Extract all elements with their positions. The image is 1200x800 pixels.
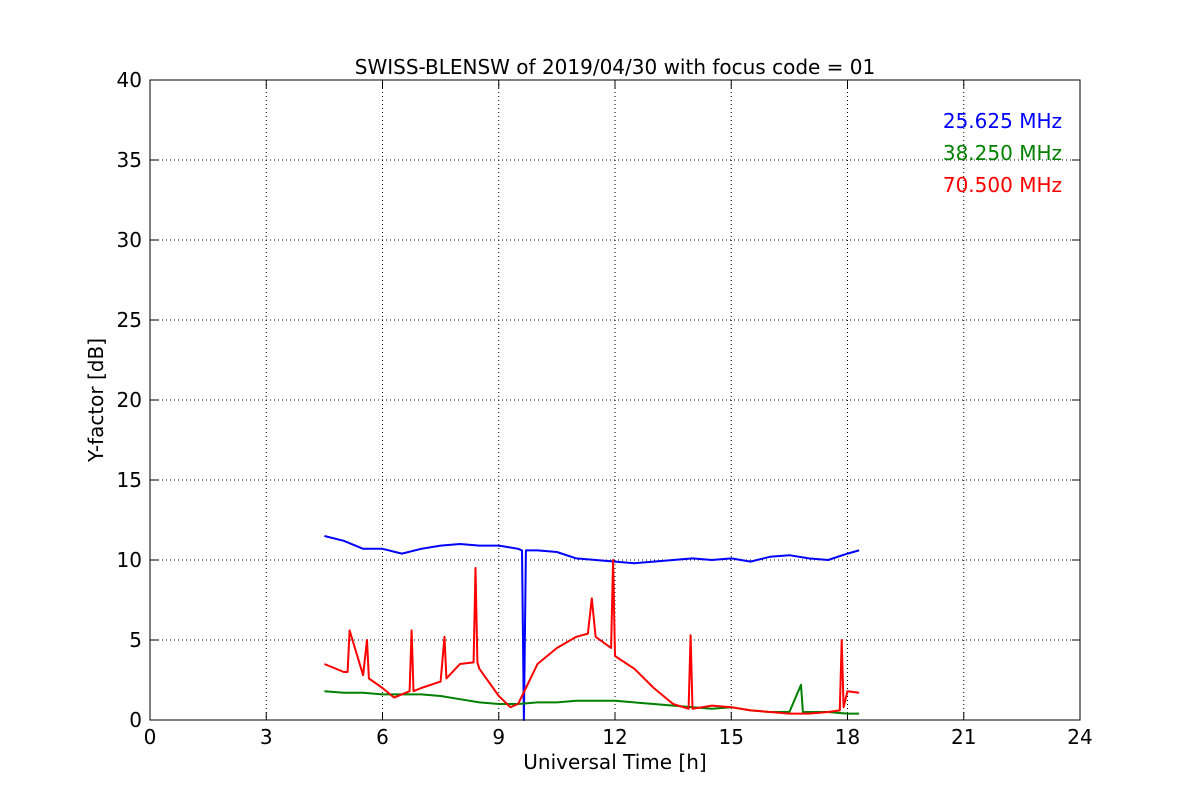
- y-tick-label: 25: [117, 308, 142, 332]
- y-tick-label: 20: [117, 388, 142, 412]
- y-axis-title: Y-factor [dB]: [84, 338, 108, 463]
- x-tick-label: 3: [260, 725, 273, 749]
- x-tick-label: 21: [951, 725, 976, 749]
- series-line-25-625-mhz: [324, 535, 860, 721]
- legend-label-38-250-mhz: 38.250 MHz: [943, 141, 1062, 165]
- series-line-38-250-mhz: [324, 683, 860, 715]
- legend: 25.625 MHz 38.250 MHz 70.500 MHz: [943, 109, 1062, 197]
- x-tick-label: 0: [144, 725, 157, 749]
- x-axis-title: Universal Time [h]: [523, 750, 706, 774]
- y-tick-label: 35: [117, 148, 142, 172]
- chart-title: SWISS-BLENSW of 2019/04/30 with focus co…: [355, 55, 876, 79]
- series-line-70-500-mhz: [324, 559, 860, 715]
- y-tick-label: 0: [129, 708, 142, 732]
- x-tick-label: 18: [835, 725, 860, 749]
- y-tick-label: 30: [117, 228, 142, 252]
- x-tick-label: 9: [492, 725, 505, 749]
- legend-label-25-625-mhz: 25.625 MHz: [943, 109, 1062, 133]
- x-tick-label: 12: [602, 725, 627, 749]
- y-tick-label: 5: [129, 628, 142, 652]
- plot-frame: [149, 79, 1081, 721]
- y-tick-label: 10: [117, 548, 142, 572]
- x-tick-label: 24: [1067, 725, 1092, 749]
- y-tick-label: 40: [117, 68, 142, 92]
- legend-label-70-500-mhz: 70.500 MHz: [943, 173, 1062, 197]
- x-tick-label: 15: [719, 725, 744, 749]
- series-layer: [324, 535, 860, 721]
- y-tick-label: 15: [117, 468, 142, 492]
- ticks: 0 3 6 9 12 15 18 21 24 0 5 10 15 20 25 30 35 40: [117, 68, 1093, 749]
- x-tick-label: 6: [376, 725, 389, 749]
